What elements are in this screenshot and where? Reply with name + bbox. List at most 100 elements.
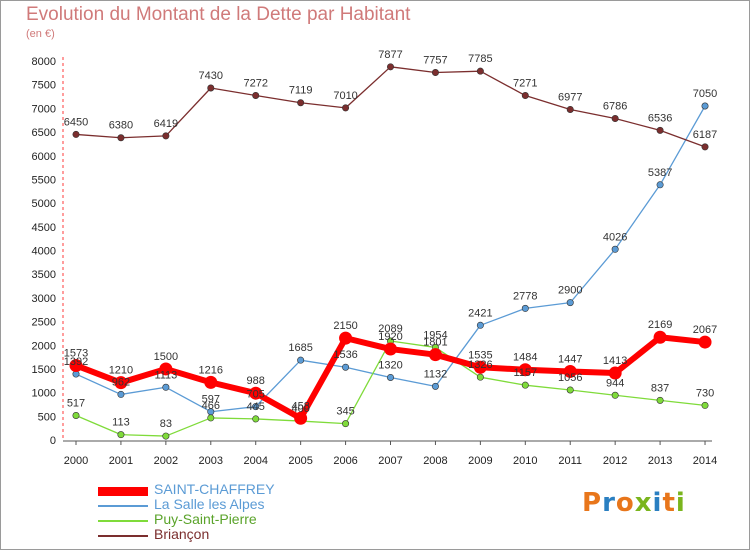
data-label: 7050 — [693, 88, 717, 100]
data-labels: 1392 962 1113 597 705 1685 1536 1320 1132 2421 277… — [64, 49, 718, 430]
data-label: 1326 — [468, 359, 492, 371]
y-tick-label: 6500 — [32, 127, 56, 139]
data-point — [252, 403, 260, 411]
legend-label: Briançon — [154, 526, 210, 542]
data-point — [431, 69, 439, 77]
x-tick-label: 2003 — [199, 455, 223, 467]
data-label: 988 — [247, 375, 265, 387]
x-tick-label: 2014 — [693, 455, 717, 467]
y-tick-label: 1500 — [32, 364, 56, 376]
data-label: 2421 — [468, 307, 492, 319]
y-tick-label: 4500 — [32, 222, 56, 234]
data-point — [698, 335, 712, 349]
data-label: 1500 — [154, 351, 178, 363]
x-tick-label: 2002 — [154, 455, 178, 467]
x-tick-label: 2010 — [513, 455, 537, 467]
chart-title: Evolution du Montant de la Dette par Hab… — [26, 4, 411, 25]
data-point — [342, 104, 350, 112]
data-point — [563, 364, 577, 378]
data-point — [476, 373, 484, 381]
data-point — [701, 143, 709, 151]
data-point — [297, 99, 305, 107]
legend-swatch — [98, 520, 148, 522]
data-label: 705 — [247, 389, 265, 401]
data-point — [207, 84, 215, 92]
x-tick-label: 2009 — [468, 455, 492, 467]
legend-label: La Salle les Alpes — [154, 496, 265, 512]
data-label: 1113 — [154, 369, 177, 381]
data-point — [204, 375, 218, 389]
data-label: 6380 — [109, 120, 133, 132]
data-point — [72, 130, 80, 138]
data-point — [566, 105, 574, 113]
data-point — [611, 115, 619, 123]
legend-label: SAINT-CHAFFREY — [154, 481, 275, 497]
data-point — [69, 358, 83, 372]
logo-letter: t — [662, 488, 676, 518]
logo-letter: o — [615, 488, 635, 518]
data-point — [342, 363, 350, 371]
data-label: 517 — [67, 398, 85, 410]
data-label: 2089 — [378, 323, 402, 335]
data-label: 1920 — [378, 331, 402, 343]
x-tick-label: 2000 — [64, 455, 88, 467]
data-label: 597 — [202, 394, 220, 406]
data-label: 458 — [291, 400, 309, 412]
data-point — [473, 360, 487, 374]
data-point — [117, 134, 125, 142]
y-tick-label: 500 — [38, 411, 56, 423]
x-tick-label: 2001 — [109, 455, 133, 467]
x-tick-label: 2011 — [558, 455, 582, 467]
data-point — [339, 331, 353, 345]
y-tick-label: 6000 — [32, 151, 56, 163]
data-point — [249, 386, 263, 400]
data-label: 4026 — [603, 231, 627, 243]
data-label: 6450 — [64, 116, 88, 128]
y-tick-label: 7000 — [32, 103, 56, 115]
data-point — [294, 411, 308, 425]
data-point — [611, 245, 619, 253]
data-label: 730 — [696, 387, 714, 399]
legend-swatch — [98, 535, 148, 537]
y-tick-label: 1000 — [32, 388, 56, 400]
data-point — [608, 366, 622, 380]
logo-letter: i — [675, 488, 686, 518]
data-label: 113 — [112, 417, 130, 429]
data-point — [611, 391, 619, 399]
data-point — [387, 373, 395, 381]
data-point — [476, 67, 484, 75]
y-tick-label: 3500 — [32, 269, 56, 281]
y-tick-label: 3000 — [32, 293, 56, 305]
series-la-salle-les-alpes — [72, 102, 709, 416]
data-label: 962 — [112, 376, 130, 388]
data-label: 7119 — [289, 85, 313, 97]
data-point — [117, 431, 125, 439]
legend-swatch — [98, 486, 148, 496]
legend-swatch — [98, 505, 148, 507]
x-tick-label: 2013 — [648, 455, 672, 467]
data-label: 1413 — [603, 355, 627, 367]
data-point — [72, 412, 80, 420]
x-tick-label: 2008 — [423, 455, 447, 467]
data-label: 2067 — [693, 324, 717, 336]
unit-label: (en €) — [26, 28, 55, 40]
data-label: 6786 — [603, 101, 627, 113]
data-point — [384, 342, 398, 356]
data-point — [521, 381, 529, 389]
y-tick-label: 8000 — [32, 56, 56, 68]
data-point — [428, 348, 442, 362]
logo-letter: x — [634, 488, 653, 518]
data-label: 1392 — [64, 356, 88, 368]
axes: 0 500 1000 1500 2000 2500 3000 3500 4000 4500 5000… — [32, 56, 718, 467]
data-point — [656, 181, 664, 189]
data-label: 1535 — [468, 349, 492, 361]
data-label: 2150 — [333, 320, 357, 332]
data-point — [566, 386, 574, 394]
data-point — [114, 376, 128, 390]
y-tick-label: 0 — [50, 435, 56, 447]
data-point — [566, 299, 574, 307]
data-label: 2778 — [513, 290, 537, 302]
data-label: 1210 — [109, 365, 133, 377]
data-label: 6419 — [154, 118, 178, 130]
data-label: 7877 — [378, 49, 402, 61]
